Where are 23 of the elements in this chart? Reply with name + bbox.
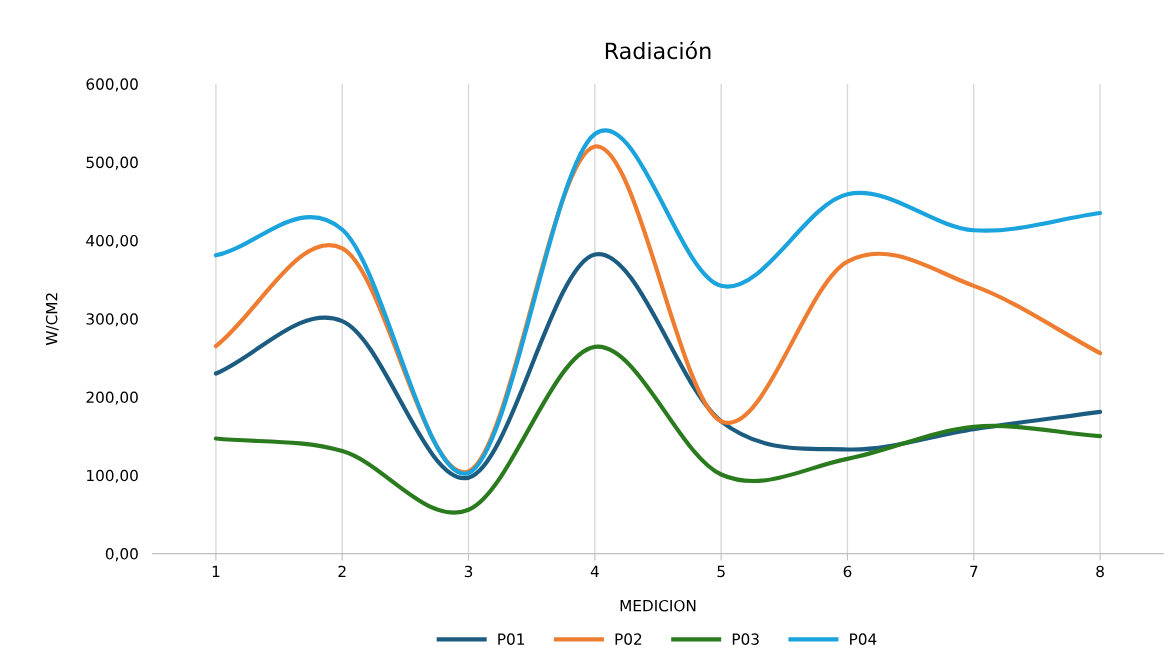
y-tick-label: 400,00: [86, 234, 138, 249]
y-tick-label: 200,00: [86, 391, 138, 405]
x-tick-label: 3: [464, 565, 473, 578]
legend-label: P04: [850, 633, 877, 645]
x-tick-label: 6: [843, 565, 852, 578]
x-tick-label: 7: [970, 565, 978, 577]
y-tick-label: 300,00: [86, 313, 138, 327]
y-tick-label: 500,00: [86, 156, 138, 170]
y-tick-label: 0,00: [105, 548, 138, 562]
chart-title: Radiación: [605, 41, 711, 60]
x-tick-label: 4: [590, 565, 599, 577]
x-tick-label: 8: [1096, 565, 1104, 578]
x-tick-label: 1: [212, 565, 220, 577]
x-tick-label: 5: [717, 565, 725, 578]
x-axis-title: MEDICION: [620, 599, 696, 612]
y-axis-title: W/CM2: [45, 293, 59, 346]
legend-label: P02: [615, 633, 642, 645]
line-series: [213, 252, 1103, 480]
x-tick-label: 2: [338, 565, 346, 577]
y-tick-label: 600,00: [86, 78, 138, 92]
legend-label: P03: [732, 633, 759, 645]
legend-label: P01: [498, 633, 525, 645]
y-tick-label: 100,00: [87, 469, 138, 483]
